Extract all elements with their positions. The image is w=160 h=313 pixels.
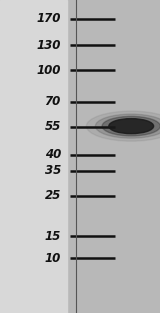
Text: 25: 25: [44, 189, 61, 202]
Ellipse shape: [95, 114, 160, 138]
Ellipse shape: [86, 111, 160, 141]
Bar: [0, 0, 67, 313]
Text: 70: 70: [44, 95, 61, 108]
Text: 170: 170: [36, 12, 61, 25]
Text: 130: 130: [36, 39, 61, 52]
Text: 100: 100: [36, 64, 61, 77]
Text: 10: 10: [44, 252, 61, 265]
Text: 15: 15: [44, 230, 61, 243]
Text: 40: 40: [44, 148, 61, 162]
Ellipse shape: [102, 116, 160, 136]
Ellipse shape: [109, 119, 154, 134]
Text: 55: 55: [44, 120, 61, 133]
Text: 35: 35: [44, 164, 61, 177]
